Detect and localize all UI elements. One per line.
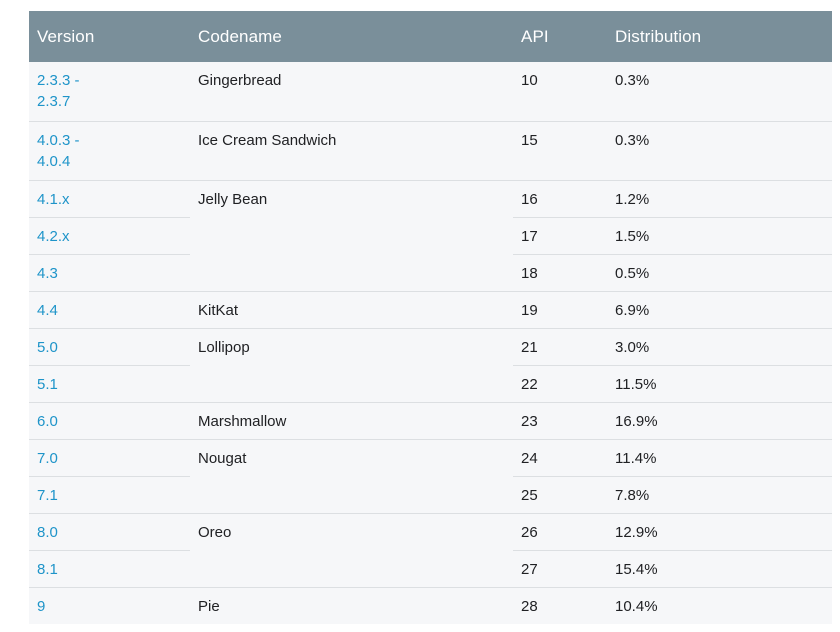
version-cell: 2.3.3 -2.3.7 [29, 62, 190, 121]
version-link[interactable]: 8.0 [37, 523, 58, 541]
table-row: 6.0 Marshmallow 23 16.9% [29, 401, 832, 439]
header-row: Version Codename API Distribution [29, 11, 832, 62]
version-link[interactable]: 4.4 [37, 301, 58, 319]
version-cell: 7.1 [29, 475, 190, 513]
version-cell: 9 [29, 586, 190, 624]
table-row: 4.4 KitKat 19 6.9% [29, 290, 832, 328]
distribution-cell: 15.4% [607, 549, 832, 587]
version-cell: 5.0 [29, 327, 190, 365]
codename-cell: Oreo [190, 512, 513, 587]
version-link[interactable]: 2.3.3 -2.3.7 [37, 72, 80, 110]
distribution-cell: 11.4% [607, 438, 832, 476]
api-cell: 10 [513, 62, 607, 121]
codename-cell: Marshmallow [190, 401, 513, 439]
table-row: 7.1 25 7.8% [29, 475, 832, 513]
version-cell: 4.0.3 -4.0.4 [29, 120, 190, 180]
api-cell: 22 [513, 364, 607, 402]
version-link[interactable]: 5.1 [37, 375, 58, 393]
header-api: API [513, 11, 607, 62]
header-codename: Codename [190, 11, 513, 62]
codename-cell: Ice Cream Sandwich [190, 120, 513, 180]
version-link[interactable]: 4.3 [37, 264, 58, 282]
distribution-cell: 6.9% [607, 290, 832, 328]
codename-cell: Lollipop [190, 327, 513, 402]
api-cell: 23 [513, 401, 607, 439]
api-cell: 25 [513, 475, 607, 513]
distribution-cell: 11.5% [607, 364, 832, 402]
version-link[interactable]: 7.1 [37, 486, 58, 504]
codename-cell: Gingerbread [190, 62, 513, 121]
api-cell: 18 [513, 253, 607, 291]
version-cell: 8.0 [29, 512, 190, 550]
version-link[interactable]: 4.2.x [37, 227, 70, 245]
version-link[interactable]: 5.0 [37, 338, 58, 356]
header-distribution: Distribution [607, 11, 832, 62]
table-row: 5.1 22 11.5% [29, 364, 832, 402]
version-cell: 4.4 [29, 290, 190, 328]
api-cell: 17 [513, 216, 607, 254]
version-cell: 4.1.x [29, 179, 190, 217]
api-cell: 28 [513, 586, 607, 624]
table-row: 8.1 27 15.4% [29, 549, 832, 587]
version-cell: 7.0 [29, 438, 190, 476]
api-cell: 16 [513, 179, 607, 217]
table-row: 4.0.3 -4.0.4 Ice Cream Sandwich 15 0.3% [29, 120, 832, 180]
header-version: Version [29, 11, 190, 62]
api-cell: 26 [513, 512, 607, 550]
table-body: 2.3.3 -2.3.7 Gingerbread 10 0.3% 4.0.3 -… [29, 62, 832, 624]
api-cell: 24 [513, 438, 607, 476]
version-link[interactable]: 4.1.x [37, 190, 70, 208]
version-link[interactable]: 8.1 [37, 560, 58, 578]
version-cell: 5.1 [29, 364, 190, 402]
table-row: 2.3.3 -2.3.7 Gingerbread 10 0.3% [29, 62, 832, 121]
version-cell: 6.0 [29, 401, 190, 439]
distribution-cell: 0.5% [607, 253, 832, 291]
distribution-cell: 1.5% [607, 216, 832, 254]
version-link[interactable]: 6.0 [37, 412, 58, 430]
distribution-cell: 12.9% [607, 512, 832, 550]
version-cell: 4.2.x [29, 216, 190, 254]
distribution-cell: 3.0% [607, 327, 832, 365]
api-cell: 27 [513, 549, 607, 587]
codename-cell: Nougat [190, 438, 513, 513]
api-cell: 19 [513, 290, 607, 328]
table-row: 4.2.x 17 1.5% [29, 216, 832, 254]
codename-cell: Jelly Bean [190, 179, 513, 291]
version-link[interactable]: 9 [37, 597, 46, 615]
distribution-cell: 10.4% [607, 586, 832, 624]
distribution-cell: 0.3% [607, 120, 832, 180]
api-cell: 15 [513, 120, 607, 180]
distribution-cell: 16.9% [607, 401, 832, 439]
version-cell: 4.3 [29, 253, 190, 291]
version-link[interactable]: 7.0 [37, 449, 58, 467]
distribution-cell: 1.2% [607, 179, 832, 217]
table-row: 7.0 Nougat 24 11.4% [29, 438, 832, 513]
table-row: 4.3 18 0.5% [29, 253, 832, 291]
android-distribution-table-container: Version Codename API Distribution 2.3.3 … [29, 11, 832, 624]
distribution-cell: 7.8% [607, 475, 832, 513]
table-row: 9 Pie 28 10.4% [29, 586, 832, 624]
distribution-cell: 0.3% [607, 62, 832, 121]
codename-cell: Pie [190, 586, 513, 624]
table-row: 4.1.x Jelly Bean 16 1.2% [29, 179, 832, 291]
version-link[interactable]: 4.0.3 -4.0.4 [37, 131, 80, 170]
table-header: Version Codename API Distribution [29, 11, 832, 62]
api-cell: 21 [513, 327, 607, 365]
version-cell: 8.1 [29, 549, 190, 587]
table-row: 5.0 Lollipop 21 3.0% [29, 327, 832, 402]
codename-cell: KitKat [190, 290, 513, 328]
android-distribution-table: Version Codename API Distribution 2.3.3 … [29, 11, 832, 624]
table-row: 8.0 Oreo 26 12.9% [29, 512, 832, 587]
